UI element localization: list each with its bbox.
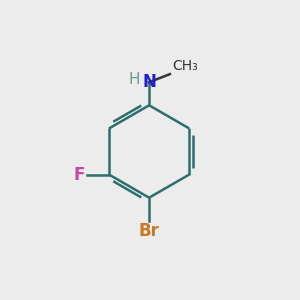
Text: F: F [74, 166, 85, 184]
Text: CH₃: CH₃ [172, 59, 198, 73]
Text: N: N [142, 73, 156, 91]
Text: H: H [128, 72, 140, 87]
Text: Br: Br [139, 222, 160, 240]
